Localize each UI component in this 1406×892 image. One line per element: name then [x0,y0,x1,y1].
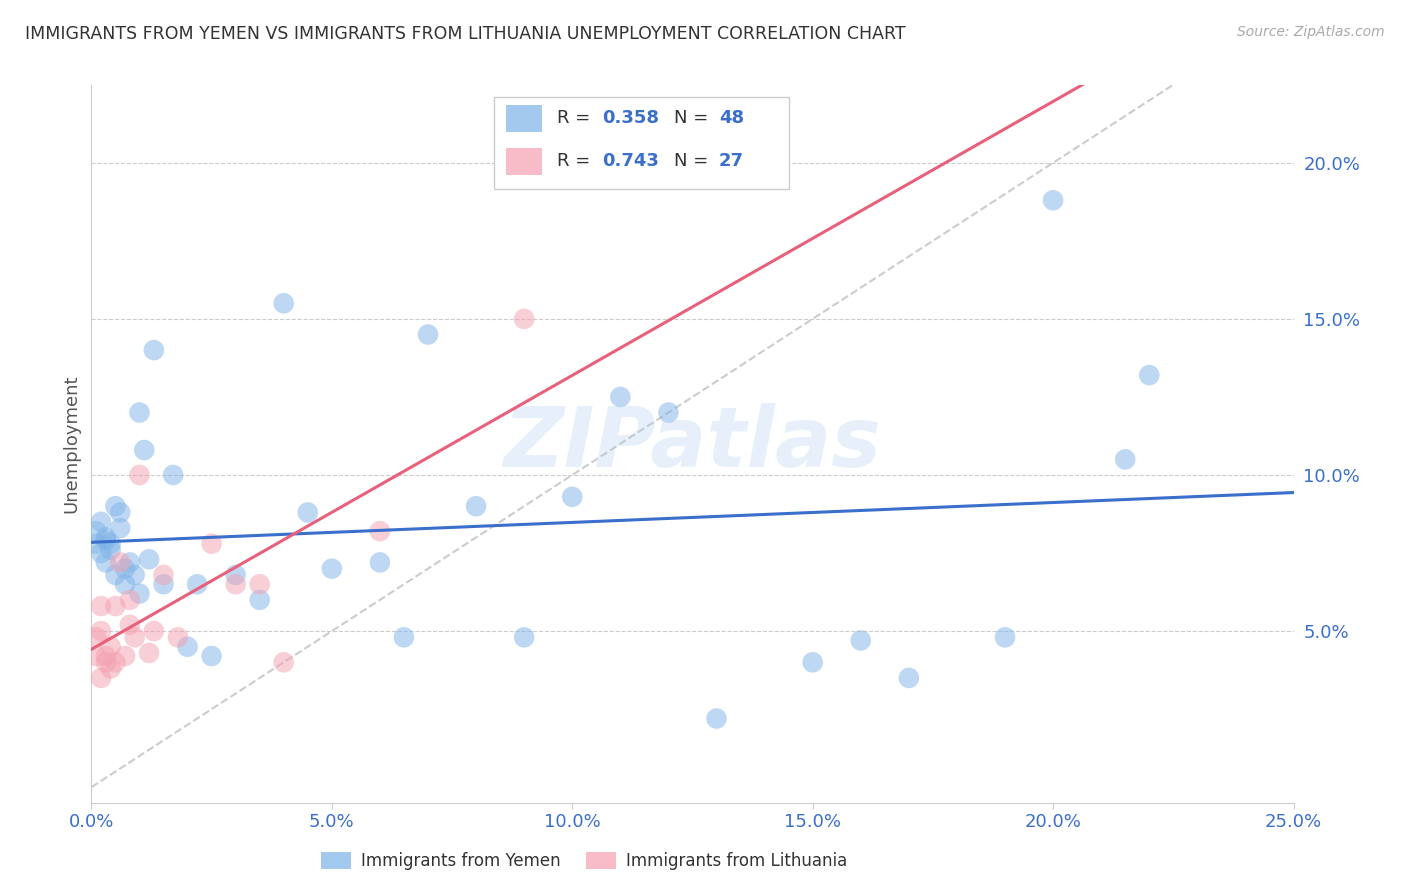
Point [90,671,112,685]
Text: Source: ZipAtlas.com: Source: ZipAtlas.com [1237,25,1385,39]
Point [84,630,107,644]
Point [162,467,184,482]
Point [249,592,271,607]
Point [706,712,728,726]
Point [100,640,122,654]
Point [273,655,295,669]
Point [84,524,107,539]
Point [114,577,136,591]
Point [176,640,198,654]
Text: N =: N = [675,153,714,170]
Point [609,390,631,404]
Point [100,662,122,676]
Point [100,542,122,557]
Point [465,500,488,514]
Point [134,443,156,458]
Point [167,630,190,644]
Point [138,552,160,566]
Point [1042,194,1064,208]
Text: R =: R = [557,109,596,128]
Point [90,546,112,560]
Point [104,655,127,669]
Y-axis label: Unemployment: Unemployment [62,375,80,513]
Point [100,537,122,551]
Point [657,406,679,420]
Point [1114,452,1136,467]
Point [225,577,247,591]
Point [94,555,117,570]
Point [124,630,146,644]
Point [416,327,439,342]
Point [201,537,224,551]
Point [273,296,295,310]
Point [142,343,165,358]
Point [94,655,117,669]
Point [90,599,112,614]
Text: ZIPatlas: ZIPatlas [503,403,882,484]
Point [142,624,165,639]
Point [368,555,391,570]
Point [392,630,415,644]
Point [118,555,141,570]
Point [801,655,824,669]
Point [84,649,107,664]
Point [994,630,1017,644]
Point [513,312,536,326]
Point [513,630,536,644]
Point [104,568,127,582]
Point [110,555,132,570]
Text: 27: 27 [718,153,744,170]
Point [249,577,271,591]
Point [297,505,319,519]
Point [104,599,127,614]
Point [118,592,141,607]
Point [104,500,127,514]
Point [152,577,174,591]
Text: N =: N = [675,109,714,128]
Point [186,577,208,591]
Point [110,521,132,535]
Point [138,646,160,660]
Point [118,617,141,632]
Point [201,649,224,664]
Text: IMMIGRANTS FROM YEMEN VS IMMIGRANTS FROM LITHUANIA UNEMPLOYMENT CORRELATION CHAR: IMMIGRANTS FROM YEMEN VS IMMIGRANTS FROM… [25,25,905,43]
Point [124,568,146,582]
Text: R =: R = [557,153,596,170]
Point [225,568,247,582]
FancyBboxPatch shape [506,148,543,175]
Point [128,406,150,420]
Point [110,505,132,519]
Point [128,467,150,482]
Point [561,490,583,504]
Point [897,671,920,685]
Point [849,633,872,648]
Point [84,537,107,551]
Point [114,562,136,576]
Legend: Immigrants from Yemen, Immigrants from Lithuania: Immigrants from Yemen, Immigrants from L… [315,846,853,877]
Text: 48: 48 [718,109,744,128]
Point [152,568,174,582]
Point [90,515,112,529]
Point [94,649,117,664]
Point [368,524,391,539]
Point [321,562,343,576]
Point [1137,368,1160,382]
Point [114,649,136,664]
FancyBboxPatch shape [494,97,789,189]
FancyBboxPatch shape [506,104,543,132]
Point [90,624,112,639]
Point [94,533,117,548]
Point [94,530,117,544]
Text: 0.358: 0.358 [602,109,659,128]
Point [128,587,150,601]
Text: 0.743: 0.743 [602,153,659,170]
